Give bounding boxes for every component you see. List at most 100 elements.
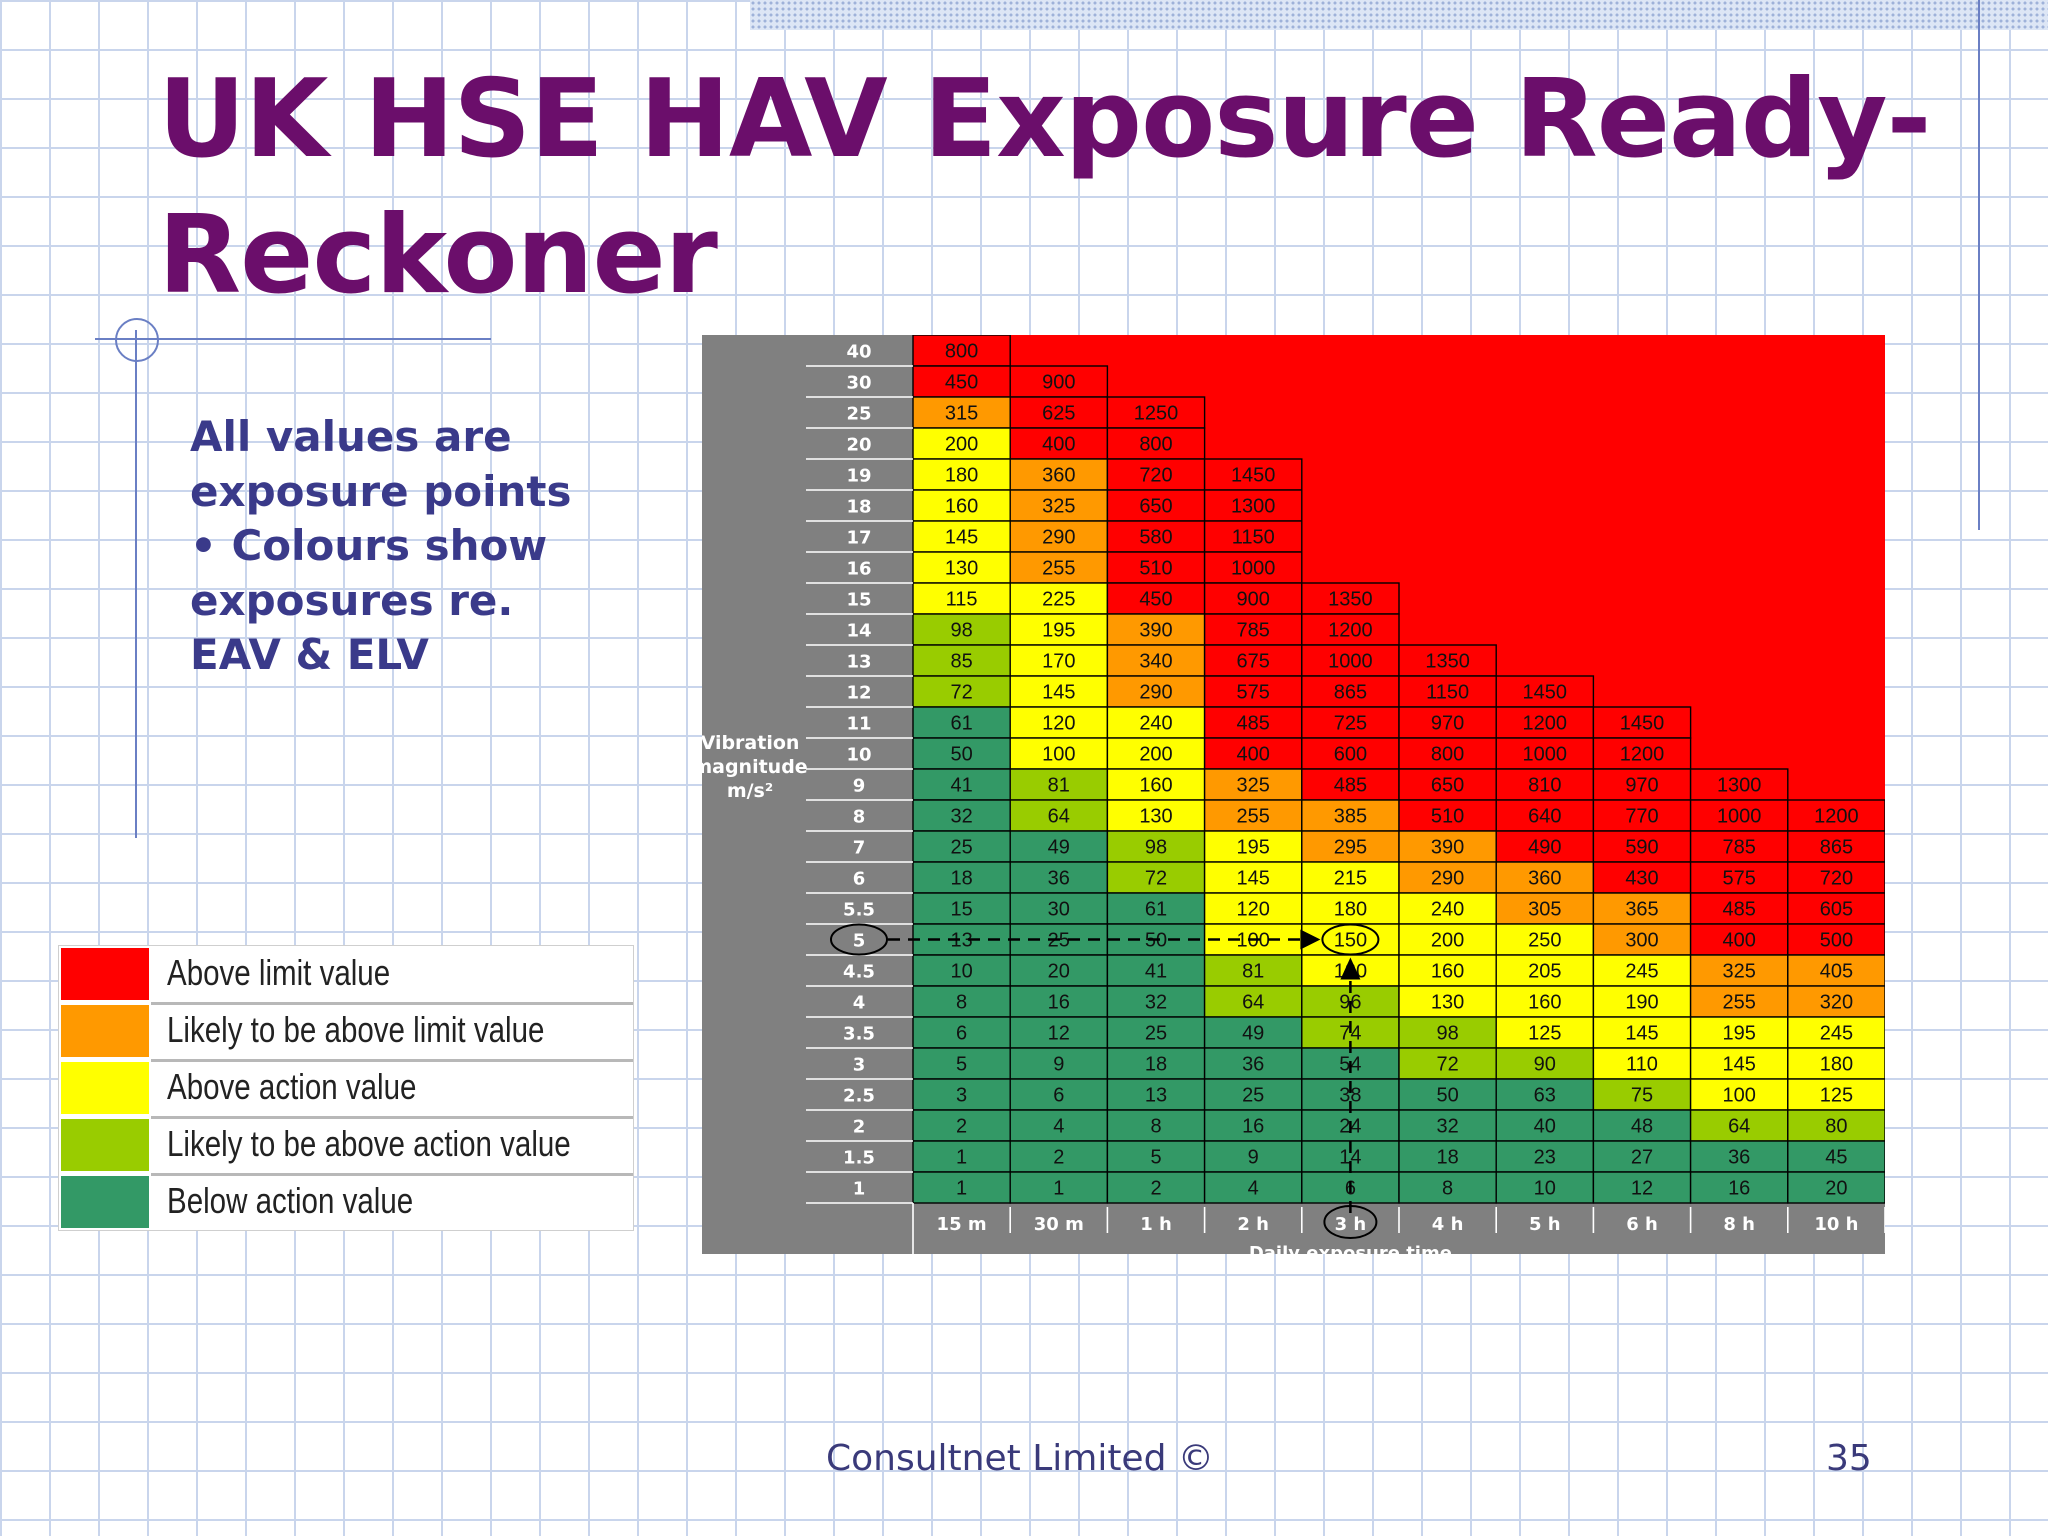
x-axis-label: Daily exposure time (1249, 1243, 1452, 1254)
table-cell (1787, 985, 1885, 1018)
table-cell (1495, 1140, 1595, 1173)
cell-value: 50 (1436, 1085, 1458, 1107)
cell-value: 650 (1431, 775, 1464, 797)
y-axis-label: magnitude (702, 756, 808, 778)
table-cell (1203, 892, 1303, 925)
magnitude-label: 4.5 (843, 962, 875, 983)
table-cell (1106, 737, 1206, 770)
page-number: 35 (1826, 1438, 1872, 1479)
table-cell (1398, 985, 1497, 1018)
magnitude-label: 2 (853, 1117, 866, 1138)
cell-value: 72 (1436, 1054, 1458, 1076)
table-cell (1203, 985, 1303, 1018)
cell-value: 130 (1139, 806, 1172, 828)
legend-label: Likely to be above limit value (167, 1009, 545, 1050)
table-cell (1398, 923, 1497, 956)
table-cell (1106, 768, 1206, 801)
cell-value: 85 (950, 651, 972, 673)
cell-value: 810 (1528, 775, 1561, 797)
cell-value: 365 (1625, 899, 1658, 921)
table-cell (1495, 1078, 1595, 1111)
cell-value: 1000 (1328, 651, 1373, 673)
table-cell (1301, 737, 1400, 770)
magnitude-label: 2.5 (843, 1086, 875, 1107)
cell-value: 325 (1042, 496, 1075, 518)
table-cell (912, 335, 1011, 367)
table-cell (1203, 861, 1303, 894)
cell-value: 485 (1334, 775, 1367, 797)
magnitude-label: 3 (853, 1055, 866, 1076)
cell-value: 250 (1528, 930, 1561, 952)
magnitude-label: 12 (846, 683, 871, 704)
table-cell (1592, 1171, 1692, 1204)
table-cell (1689, 830, 1789, 863)
cell-value: 500 (1820, 930, 1853, 952)
cell-value: 16 (1242, 1116, 1264, 1138)
cell-value: 160 (945, 496, 978, 518)
table-cell (1106, 799, 1206, 832)
magnitude-label: 5 (853, 931, 866, 952)
table-cell (1106, 675, 1206, 708)
arrowhead-right (1300, 929, 1321, 950)
cell-value: 4 (1248, 1178, 1259, 1200)
cell-value: 81 (1048, 775, 1070, 797)
time-label: 10 h (1814, 1214, 1858, 1235)
table-cell (1592, 1109, 1692, 1142)
magnitude-label: 30 (846, 373, 871, 394)
cell-value: 400 (1237, 744, 1270, 766)
cell-value: 160 (1431, 961, 1464, 983)
cell-value: 485 (1723, 899, 1756, 921)
cell-value: 23 (1534, 1147, 1556, 1169)
legend-divider (151, 1002, 633, 1005)
table-cell (1203, 582, 1303, 615)
magnitude-label: 4 (853, 993, 866, 1014)
time-label: 6 h (1626, 1214, 1658, 1235)
cell-value: 900 (1042, 372, 1075, 394)
time-label: 4 h (1432, 1214, 1464, 1235)
table-cell (1106, 892, 1206, 925)
cell-value: 32 (1145, 992, 1167, 1014)
legend-row: Above action value (59, 1060, 633, 1116)
table-cell (1009, 365, 1109, 398)
cell-value: 430 (1625, 868, 1658, 890)
cell-value: 1000 (1231, 558, 1276, 580)
cell-value: 32 (950, 806, 972, 828)
cell-value: 12 (1631, 1178, 1653, 1200)
cell-value: 100 (1723, 1085, 1756, 1107)
table-cell (1009, 1078, 1109, 1111)
cell-value: 8 (956, 992, 967, 1014)
table-cell (1592, 1078, 1692, 1111)
cell-value: 605 (1820, 899, 1853, 921)
cell-value: 390 (1139, 620, 1172, 642)
table-cell (1009, 861, 1109, 894)
cell-value: 970 (1431, 713, 1464, 735)
legend-swatch (61, 1176, 149, 1228)
cell-value: 98 (1145, 837, 1167, 859)
cell-value: 1000 (1717, 806, 1762, 828)
y-axis-label: m/s² (727, 780, 773, 802)
magnitude-label: 1.5 (843, 1148, 875, 1169)
legend-divider (151, 1059, 633, 1062)
cell-value: 10 (1534, 1178, 1556, 1200)
table-cell (912, 365, 1011, 398)
table-cell (1203, 613, 1303, 646)
table-cell (1106, 458, 1206, 491)
table-cell (912, 1109, 1011, 1142)
cell-value: 20 (1825, 1178, 1847, 1200)
table-cell (1787, 1109, 1885, 1142)
cell-value: 125 (1528, 1023, 1561, 1045)
table-cell (1106, 427, 1206, 460)
legend-swatch (61, 1119, 149, 1171)
cell-value: 400 (1042, 434, 1075, 456)
legend-swatch (61, 948, 149, 1000)
magnitude-label: 8 (853, 807, 866, 828)
cell-value: 195 (1723, 1023, 1756, 1045)
cell-value: 160 (1528, 992, 1561, 1014)
cell-value: 400 (1723, 930, 1756, 952)
note-line: exposures re. (190, 575, 514, 625)
cell-value: 485 (1237, 713, 1270, 735)
table-cell (1398, 892, 1497, 925)
cell-value: 64 (1242, 992, 1264, 1014)
cell-value: 1300 (1717, 775, 1762, 797)
cell-value: 125 (1820, 1085, 1853, 1107)
